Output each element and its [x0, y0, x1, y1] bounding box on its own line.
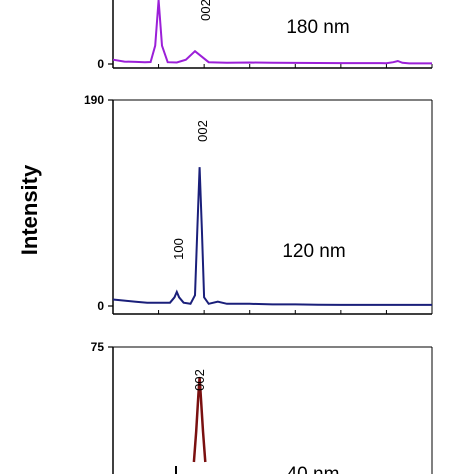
panel3-size-label: 40 nm [287, 464, 340, 474]
panel3-y-tick-label-75: 75 [91, 340, 105, 354]
panel1-y-tick-label-0: 0 [97, 57, 104, 71]
panel3-peak-label-002: 002 [192, 369, 207, 391]
panel2-peak-label-002: 002 [195, 120, 210, 142]
panel2-size-label: 120 nm [282, 241, 345, 262]
panel1-size-label: 180 nm [286, 17, 349, 38]
panel1-peak-label-002: 002 [198, 0, 213, 21]
panel2-y-tick-label-0: 0 [97, 299, 104, 313]
panel2-peak-label-100: 100 [171, 238, 186, 260]
panel1-x-ticks [112, 64, 433, 68]
panel1-series-line [112, 0, 432, 65]
panel3-series-line [192, 377, 207, 463]
panel2-y-tick-label-190: 190 [84, 93, 104, 107]
panel-180nm: 0 002 180 nm [97, 0, 433, 71]
panel-40nm: 75 002 40 nm [91, 340, 433, 474]
panel2-x-ticks [112, 310, 433, 314]
panel2-series-line [112, 167, 432, 306]
y-axis-title: Intensity [17, 164, 42, 255]
panel-120nm: 190 0 100 002 120 nm [84, 93, 433, 315]
